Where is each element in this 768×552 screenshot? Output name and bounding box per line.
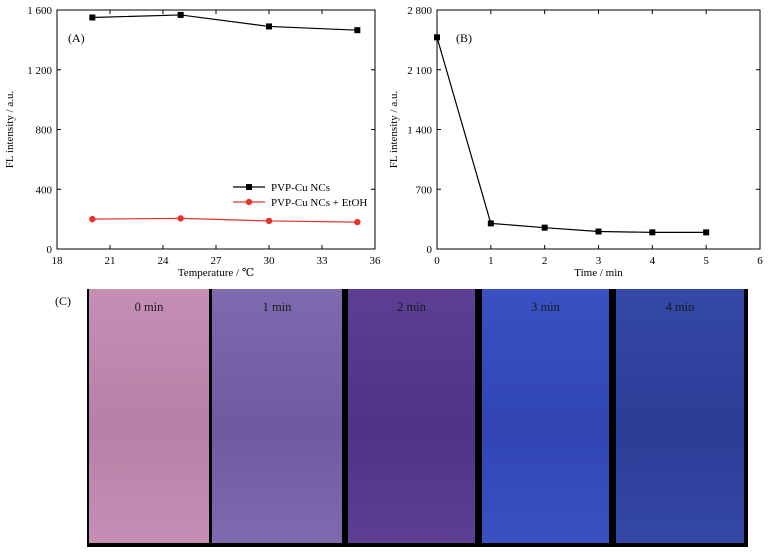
data-point-square	[487, 220, 494, 227]
x-tick-label: 6	[757, 255, 763, 267]
photo-panel-label: 2 min	[397, 300, 426, 314]
y-axis-label: FL intensity / a.u.	[4, 91, 16, 169]
x-tick-label: 36	[370, 255, 382, 267]
panel-label: (B)	[456, 31, 472, 45]
photo-panel: 4 min	[616, 289, 744, 543]
y-tick-label: 1 400	[407, 125, 432, 137]
data-point-circle	[354, 218, 361, 226]
y-tick-label: 0	[427, 244, 433, 256]
data-point-square	[649, 229, 656, 236]
legend-marker-circle	[245, 198, 253, 206]
plot-frame	[436, 9, 761, 250]
series-line	[436, 37, 707, 233]
data-point-square	[177, 11, 184, 18]
x-tick-label: 21	[105, 255, 116, 267]
data-point-circle	[265, 217, 273, 225]
x-tick-label: 5	[703, 255, 709, 267]
x-tick-label: 27	[211, 255, 223, 267]
x-tick-label: 33	[317, 255, 329, 267]
data-point-square	[595, 228, 602, 235]
x-axis-label: Time / min	[574, 267, 623, 279]
data-point-circle	[89, 215, 96, 223]
x-tick-label: 18	[52, 255, 64, 267]
y-tick-label: 400	[36, 184, 53, 196]
x-tick-label: 1	[488, 255, 494, 267]
legend-label: PVP-Cu NCs	[271, 182, 330, 194]
plot-frame	[56, 9, 376, 250]
x-axis-label: Temperature / ℃	[178, 267, 254, 279]
legend-marker-square	[246, 184, 252, 190]
photo-panel: 1 min	[212, 289, 342, 543]
photo-panel-label: 0 min	[134, 300, 164, 314]
x-tick-label: 0	[434, 255, 440, 267]
data-point-square	[434, 34, 440, 41]
y-tick-label: 0	[47, 244, 53, 256]
y-axis-label: FL intensity / a.u.	[388, 91, 400, 169]
series-line	[92, 217, 358, 223]
series-line	[92, 14, 358, 31]
y-tick-label: 2 800	[407, 5, 432, 17]
x-tick-label: 2	[542, 255, 548, 267]
photo-panel-label: 4 min	[665, 300, 695, 314]
x-tick-label: 3	[596, 255, 602, 267]
photo-panel: 2 min	[348, 289, 475, 543]
x-tick-label: 24	[158, 255, 170, 267]
y-tick-label: 700	[416, 184, 433, 196]
data-point-circle	[177, 215, 184, 222]
photo-strip: 0 min 1 min 2 min 3 min 4 min	[87, 289, 748, 547]
legend-label: PVP-Cu NCs + EtOH	[271, 197, 367, 209]
photo-panel: 0 min	[89, 289, 209, 543]
x-tick-label: 4	[650, 255, 656, 267]
data-point-square	[89, 14, 96, 21]
y-tick-label: 1 200	[27, 65, 52, 77]
x-tick-label: 30	[264, 255, 276, 267]
y-tick-label: 2 100	[407, 65, 432, 77]
photo-panel: 3 min	[482, 289, 609, 543]
photos-panel-label: (C)	[55, 294, 71, 308]
data-point-square	[266, 23, 272, 30]
y-tick-label: 1 600	[27, 5, 52, 17]
panel-label: (A)	[68, 31, 85, 45]
photo-panel-label: 3 min	[531, 300, 560, 314]
data-point-square	[541, 224, 548, 231]
data-point-square	[703, 229, 710, 236]
y-tick-label: 800	[36, 125, 53, 137]
photo-panel-label: 1 min	[262, 300, 292, 314]
data-point-square	[354, 27, 361, 34]
